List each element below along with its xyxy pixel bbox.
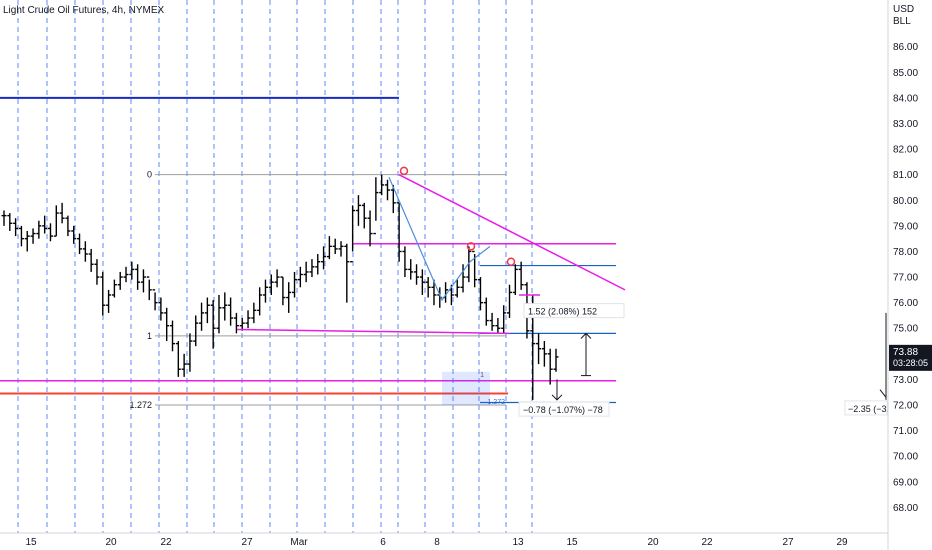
price-tag-countdown: 03:28:05 bbox=[893, 358, 928, 368]
arrow-up-icon bbox=[580, 332, 592, 339]
time-tick-label: Mar bbox=[290, 537, 308, 548]
time-tick-label: 15 bbox=[566, 537, 578, 548]
price-tick-label: 79.00 bbox=[893, 221, 918, 232]
price-tick-label: 83.00 bbox=[893, 119, 918, 130]
price-tick-label: 73.00 bbox=[893, 375, 918, 386]
price-tick-label: 81.00 bbox=[893, 170, 918, 181]
fib-small-label: 1 bbox=[480, 372, 484, 379]
swing-marker bbox=[466, 242, 476, 251]
time-tick-label: 20 bbox=[105, 537, 117, 548]
pattern-line bbox=[388, 177, 491, 302]
time-tick-label: 29 bbox=[836, 537, 848, 548]
fib-label: 1.272 bbox=[129, 400, 152, 410]
time-tick-label: 22 bbox=[160, 537, 172, 548]
far-right-arrow bbox=[879, 389, 887, 398]
fib-label: 0 bbox=[147, 170, 152, 180]
descending-trendline bbox=[398, 174, 626, 291]
price-tick-label: 70.00 bbox=[893, 452, 918, 463]
price-tick-label: 78.00 bbox=[893, 247, 918, 258]
support-trendline bbox=[236, 328, 511, 335]
session-break-lines bbox=[17, 0, 533, 533]
ohlc-bars bbox=[1, 174, 559, 400]
chart-title: Light Crude Oil Futures, 4h, NYMEX bbox=[3, 5, 165, 16]
price-tick-label: 86.00 bbox=[893, 42, 918, 53]
fib-label: 1 bbox=[147, 331, 152, 341]
unit-label: BLL bbox=[893, 16, 911, 27]
time-tick-label: 27 bbox=[241, 537, 253, 548]
price-axis: 68.0069.0070.0071.0072.0073.0074.0075.00… bbox=[885, 0, 932, 550]
time-tick-label: 27 bbox=[782, 537, 794, 548]
swing-marker bbox=[399, 166, 409, 176]
measure-up-box bbox=[523, 303, 625, 319]
price-tick-label: 84.00 bbox=[893, 93, 918, 104]
measure-up-label: 1.52 (2.08%) 152 bbox=[528, 307, 597, 317]
time-tick-label: 15 bbox=[25, 537, 37, 548]
price-tag bbox=[889, 344, 932, 371]
fib-small-label: 1.272 bbox=[487, 399, 505, 406]
currency-label: USD bbox=[893, 4, 914, 15]
price-tick-label: 77.00 bbox=[893, 273, 918, 284]
price-tick-label: 80.00 bbox=[893, 196, 918, 207]
far-right-label: −2.35 (−3. bbox=[848, 404, 889, 414]
measure-down-label: −0.78 (−1.07%) −78 bbox=[523, 405, 603, 415]
time-tick-label: 6 bbox=[380, 537, 386, 548]
price-tick-label: 68.00 bbox=[893, 503, 918, 514]
fib-zone bbox=[442, 371, 490, 406]
time-axis: 15 20 22 27 Mar 6 8 13 15 20 22 27 29 bbox=[0, 532, 888, 548]
time-tick-label: 13 bbox=[512, 537, 524, 548]
price-tick-label: 71.00 bbox=[893, 426, 918, 437]
price-tick-label: 76.00 bbox=[893, 298, 918, 309]
price-tick-label: 85.00 bbox=[893, 68, 918, 79]
price-tag-value: 73.88 bbox=[893, 347, 918, 358]
swing-marker bbox=[506, 257, 516, 266]
time-tick-label: 20 bbox=[647, 537, 659, 548]
far-right-box bbox=[844, 400, 888, 416]
price-tick-label: 75.00 bbox=[893, 324, 918, 335]
measure-down-box bbox=[518, 401, 610, 417]
price-tick-label: 72.00 bbox=[893, 401, 918, 412]
arrow-down-icon bbox=[551, 394, 563, 401]
price-tick-label: 69.00 bbox=[893, 477, 918, 488]
time-tick-label: 8 bbox=[434, 537, 440, 548]
drawings: 1.52 (2.08%) 152 −0.78 (−1.07%) −78 −2.35 … bbox=[236, 166, 889, 417]
price-tick-label: 82.00 bbox=[893, 145, 918, 156]
time-tick-label: 22 bbox=[701, 537, 713, 548]
drawing-levels: 0 1 1.272 1 1.272 bbox=[0, 96, 616, 410]
